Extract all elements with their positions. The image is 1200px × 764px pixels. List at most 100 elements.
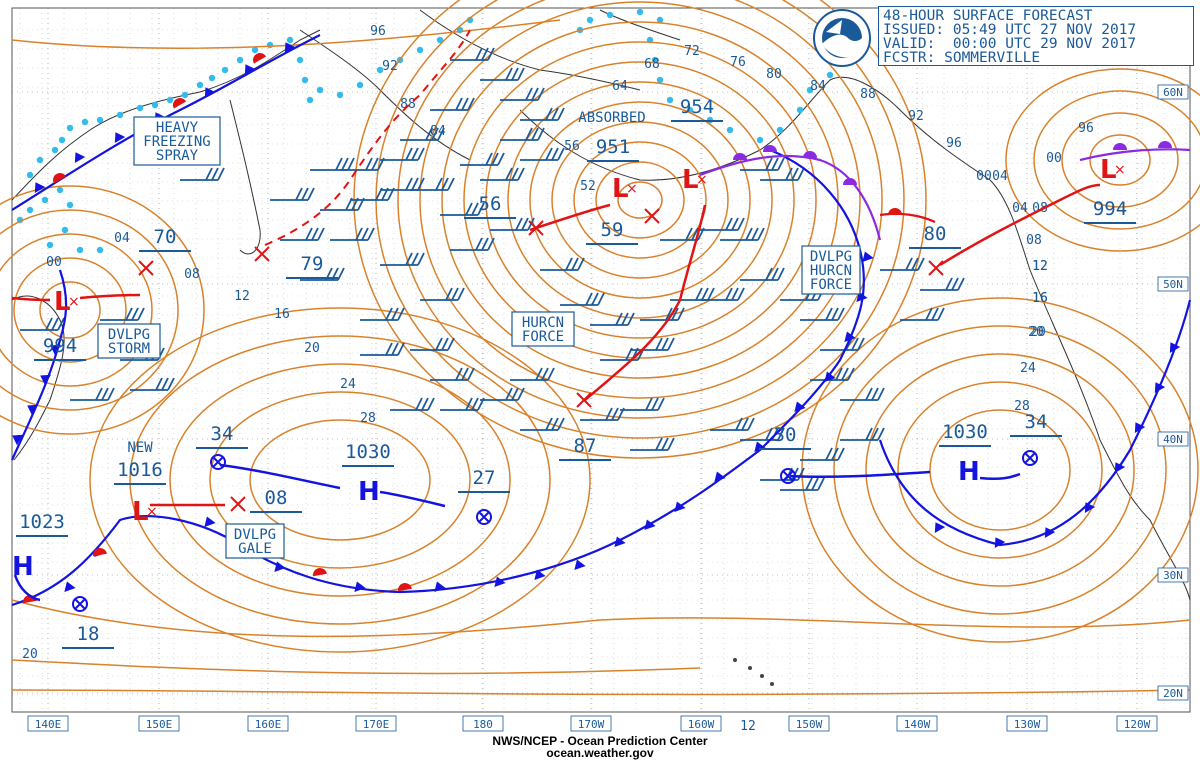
isobar-ne-low bbox=[1061, 112, 1179, 208]
footer: NWS/NCEP - Ocean Prediction Center ocean… bbox=[0, 735, 1200, 759]
wind-barb bbox=[360, 307, 405, 321]
isobar-ne-low bbox=[1033, 90, 1200, 230]
dvlpg-hurcn-force-line: FORCE bbox=[810, 277, 852, 293]
forecast-position-x bbox=[928, 260, 944, 276]
isobars bbox=[0, 0, 1200, 696]
wind-barb bbox=[630, 337, 675, 351]
lon-label: 140W bbox=[904, 718, 931, 731]
isobar-value: 12 bbox=[1032, 259, 1048, 274]
wind-barb bbox=[740, 267, 785, 281]
freezing-spray-line bbox=[264, 29, 471, 246]
high-center-x bbox=[478, 511, 490, 523]
lon-label: 170E bbox=[363, 718, 390, 731]
pressure-value: 08 bbox=[265, 487, 288, 509]
cold-front-barb bbox=[34, 182, 46, 193]
low-symbol: L bbox=[682, 165, 699, 195]
wind-barb bbox=[380, 177, 425, 191]
cold-front-barb bbox=[1134, 422, 1146, 433]
isobar-value: 24 bbox=[1020, 361, 1036, 376]
warm-front-barb bbox=[763, 145, 777, 152]
hurcn-force-line: HURCN bbox=[522, 315, 564, 331]
cold-front-barb bbox=[754, 441, 766, 453]
wind-barb bbox=[800, 447, 845, 461]
lat-label-box bbox=[1157, 685, 1189, 701]
pressure-value: 56 bbox=[479, 193, 502, 215]
wind-barb bbox=[510, 367, 555, 381]
lat-lon-grid bbox=[11, 7, 1191, 713]
isobar-value: 12 bbox=[740, 719, 756, 734]
header-title: 48-HOUR SURFACE FORECAST bbox=[883, 8, 1093, 24]
ice-dot bbox=[66, 201, 74, 209]
wind-barb bbox=[320, 197, 365, 211]
lon-label-box bbox=[788, 715, 830, 732]
pressure-value: 951 bbox=[596, 136, 630, 158]
wind-barb bbox=[310, 157, 355, 171]
ice-dot bbox=[656, 16, 664, 24]
dvlpg-storm-line: DVLPG bbox=[108, 327, 150, 343]
isobar-low bbox=[617, 181, 663, 219]
ice-dot bbox=[36, 156, 44, 164]
ice-dot bbox=[251, 46, 259, 54]
isobar-long bbox=[11, 689, 1191, 696]
wind-barb bbox=[640, 307, 685, 321]
wind-barb bbox=[700, 217, 745, 231]
ice-dot bbox=[81, 118, 89, 126]
isobar-high-east bbox=[833, 325, 1167, 615]
hawaii-island bbox=[760, 674, 764, 678]
header-valid: VALID: 00:00 UTC 29 NOV 2017 bbox=[883, 36, 1137, 52]
wind-barb bbox=[500, 87, 545, 101]
isobar-value: 16 bbox=[1032, 291, 1048, 306]
low-symbol: L bbox=[612, 174, 629, 204]
wind-barb bbox=[840, 427, 885, 441]
wind-barb bbox=[100, 307, 145, 321]
pressure-value: 994 bbox=[1093, 198, 1127, 220]
lon-label: 140E bbox=[35, 718, 62, 731]
cold-front-barb bbox=[40, 374, 51, 386]
ice-dot bbox=[666, 96, 674, 104]
ice-dot bbox=[26, 206, 34, 214]
lon-label-box bbox=[1006, 715, 1048, 732]
warm-front-barb bbox=[843, 178, 857, 185]
ice-dot bbox=[266, 41, 274, 49]
wind-barb bbox=[380, 252, 425, 266]
storm-track-3 bbox=[939, 183, 1101, 267]
isobar-value: 12 bbox=[1032, 259, 1048, 274]
ice-dot bbox=[221, 66, 229, 74]
lon-label: 120W bbox=[1124, 718, 1151, 731]
pressure-value: 18 bbox=[77, 623, 100, 645]
cold-front-barb bbox=[12, 434, 23, 446]
pressure-value: 1030 bbox=[345, 441, 391, 463]
ice-dot bbox=[806, 86, 814, 94]
isobar-low bbox=[397, 0, 883, 419]
coastline bbox=[11, 29, 321, 201]
isobar-value: 24 bbox=[340, 377, 356, 392]
isobar-value: 84 bbox=[430, 124, 446, 139]
forecast-position-x bbox=[576, 392, 592, 408]
isobar-value: 04 bbox=[114, 231, 130, 246]
isobar-low bbox=[573, 141, 707, 259]
cold-front-barb bbox=[1044, 527, 1056, 538]
high-symbol: H bbox=[958, 457, 980, 487]
cold-front-main bbox=[11, 148, 866, 607]
high-center-marker bbox=[210, 454, 226, 470]
wind-barb bbox=[520, 107, 565, 121]
isobar-value: 64 bbox=[612, 79, 628, 94]
isobar-w-low bbox=[0, 185, 205, 435]
warm-front-barb bbox=[1158, 141, 1172, 148]
wind-barb bbox=[760, 467, 805, 481]
lon-label-box bbox=[27, 715, 69, 732]
isobar-high-west bbox=[89, 307, 591, 653]
wind-barb bbox=[630, 437, 675, 451]
wind-barb bbox=[450, 47, 495, 61]
wind-barb bbox=[410, 177, 455, 191]
cold-front-barb bbox=[284, 42, 296, 54]
isobar-ne-low bbox=[1005, 68, 1200, 252]
lat-label-box bbox=[1157, 431, 1189, 447]
storm-track-2 bbox=[529, 203, 611, 232]
isobar-value: 12 bbox=[234, 289, 250, 304]
hawaii-island bbox=[770, 682, 774, 686]
hawaii-island bbox=[748, 666, 752, 670]
warm-front-barb bbox=[733, 153, 747, 160]
isobar-value: 52 bbox=[580, 179, 596, 194]
dvlpg-gale-box bbox=[225, 523, 285, 559]
